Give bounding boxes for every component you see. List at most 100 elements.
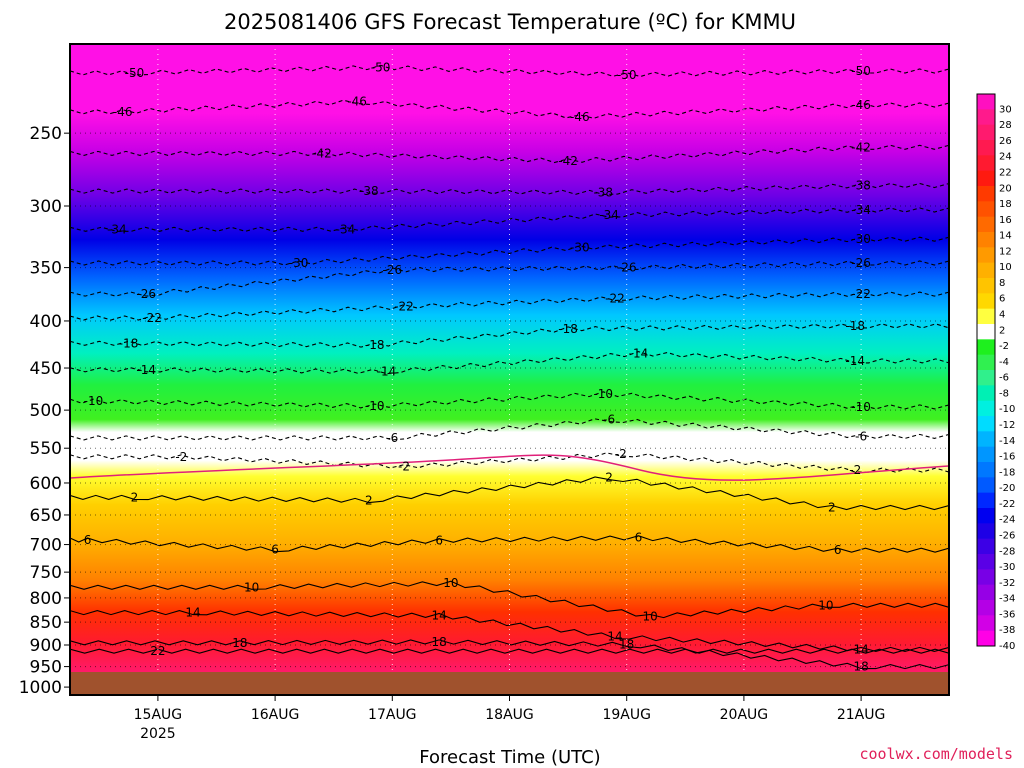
y-tick-label: 850 xyxy=(30,613,62,633)
colorbar-swatch xyxy=(977,293,995,310)
y-tick-label: 500 xyxy=(30,401,62,421)
y-tick-label: 700 xyxy=(30,536,62,556)
colorbar-swatch xyxy=(977,278,995,294)
colorbar-label: -16 xyxy=(999,452,1015,463)
colorbar-label: 26 xyxy=(999,136,1012,147)
colorbar-frame xyxy=(976,93,996,647)
contour-label: -34 xyxy=(336,222,356,236)
colorbar-label: -20 xyxy=(999,483,1015,494)
contour-label: -42 xyxy=(851,140,871,154)
colorbar-label: -36 xyxy=(999,609,1015,620)
colorbar-label: 22 xyxy=(999,167,1012,178)
contour-label: -2 xyxy=(615,447,627,461)
colorbar-swatch xyxy=(977,630,995,647)
colorbar-swatch xyxy=(977,446,995,463)
contour-line xyxy=(70,323,949,348)
contour-label: 22 xyxy=(150,644,165,658)
contour-line xyxy=(70,610,949,652)
colorbar-label: -10 xyxy=(999,404,1015,415)
colorbar-swatch xyxy=(977,600,995,616)
contour-label: -6 xyxy=(386,431,398,445)
colorbar-label: 28 xyxy=(999,120,1012,131)
contour-label: -38 xyxy=(593,185,613,199)
contour-label: 2 xyxy=(605,471,613,485)
contour-line xyxy=(70,99,949,119)
x-tick-label: 20AUG xyxy=(720,707,769,723)
contour-label: -26 xyxy=(382,263,402,277)
contour-line xyxy=(70,391,949,410)
freezing-level-line xyxy=(70,454,949,481)
colorbar-label: -2 xyxy=(999,341,1009,352)
contour-label: -14 xyxy=(377,365,397,379)
contour-label: -10 xyxy=(851,400,871,414)
colorbar-swatch xyxy=(977,124,995,141)
colorbar-swatch xyxy=(977,170,995,187)
colorbar-swatch xyxy=(977,354,995,371)
y-tick-label: 350 xyxy=(30,259,62,279)
contour-label: -50 xyxy=(125,66,145,80)
colorbar-label: -4 xyxy=(999,357,1009,368)
x-tick-label: 16AUG xyxy=(251,707,300,723)
y-tick-label: 800 xyxy=(30,589,62,609)
contour-label: 14 xyxy=(607,629,622,643)
contour-label: 18 xyxy=(853,660,868,674)
contour-label: -46 xyxy=(570,110,590,124)
colorbar-label: -34 xyxy=(999,594,1015,605)
colorbar-label: -24 xyxy=(999,515,1015,526)
colorbar-swatch xyxy=(977,538,995,555)
contour-line xyxy=(70,418,949,441)
y-tick-label: 900 xyxy=(30,636,62,656)
contour-label: -38 xyxy=(359,184,379,198)
colorbar-swatch xyxy=(977,508,995,524)
colorbar-label: -18 xyxy=(999,467,1015,478)
contour-label: -30 xyxy=(289,256,309,270)
colorbar-label: -40 xyxy=(999,641,1015,652)
colorbar-label: 12 xyxy=(999,246,1012,257)
contour-label: -10 xyxy=(84,394,104,408)
colorbar-label: 24 xyxy=(999,152,1012,163)
contour-label: -26 xyxy=(851,256,871,270)
y-tick-label: 550 xyxy=(30,439,62,459)
colorbar-label: -22 xyxy=(999,499,1015,510)
contour-label: -34 xyxy=(851,203,871,217)
colorbar-swatch xyxy=(977,94,995,110)
colorbar-label: 30 xyxy=(999,104,1012,115)
contour-label: 6 xyxy=(834,543,842,557)
y-tick-label: 750 xyxy=(30,563,62,583)
x-tick-label: 17AUG xyxy=(368,707,417,723)
contour-label: -50 xyxy=(371,60,391,74)
contour-label: -18 xyxy=(845,319,865,333)
contour-label: -38 xyxy=(851,179,871,193)
contour-label: -18 xyxy=(119,336,139,350)
colorbar-label: -38 xyxy=(999,625,1015,636)
contour-label: -22 xyxy=(851,287,871,301)
contour-label: 10 xyxy=(244,580,259,594)
colorbar-swatch xyxy=(977,155,995,172)
colorbar-swatch xyxy=(977,308,995,325)
colorbar-label: 4 xyxy=(999,310,1005,321)
y-tick-label: 950 xyxy=(30,658,62,678)
colorbar-swatch xyxy=(977,370,995,386)
colorbar-swatch xyxy=(977,324,995,340)
colorbar-label: 14 xyxy=(999,231,1012,242)
colorbar-swatch xyxy=(977,339,995,356)
contour-line xyxy=(70,452,949,473)
colorbar-label: -6 xyxy=(999,373,1009,384)
contour-line xyxy=(70,260,949,297)
colorbar-swatch xyxy=(977,201,995,218)
contour-label: 2 xyxy=(131,490,139,504)
contour-line xyxy=(70,64,949,78)
contour-label: -46 xyxy=(851,98,871,112)
contour-label: 10 xyxy=(642,609,657,623)
colorbar-swatch xyxy=(977,569,995,586)
credit-link[interactable]: coolwx.com/models xyxy=(859,745,1013,763)
y-tick-label: 1000 xyxy=(19,678,62,698)
contour-label: -2 xyxy=(849,463,861,477)
contour-label: 14 xyxy=(185,606,200,620)
contour-label: -6 xyxy=(603,413,615,427)
colorbar-label: -30 xyxy=(999,562,1015,573)
contour-label: 14 xyxy=(853,642,868,656)
colorbar-label: 16 xyxy=(999,215,1012,226)
y-tick-label: 400 xyxy=(30,312,62,332)
contour-label: -34 xyxy=(107,222,127,236)
